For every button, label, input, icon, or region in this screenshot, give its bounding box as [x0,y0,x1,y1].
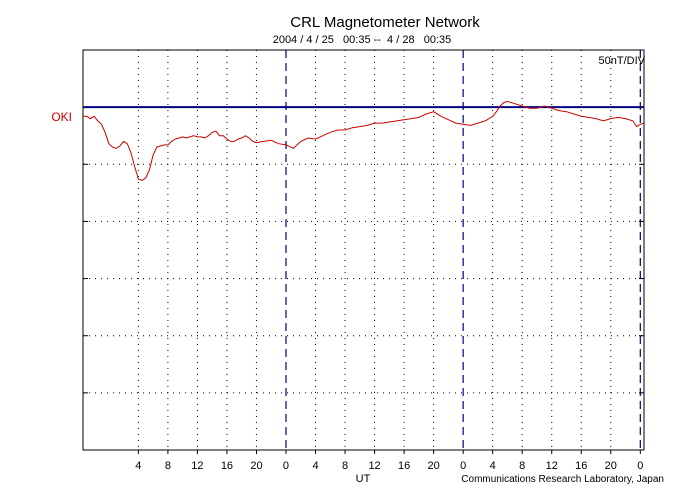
series-line-0 [83,100,645,181]
chart-subtitle: 2004 / 4 / 25 00:35 -- 4 / 28 00:35 [273,34,452,46]
x-tick-label: 16 [221,460,233,472]
x-tick-label: 8 [342,460,348,472]
x-axis-label: UT [356,473,371,485]
x-tick-label: 8 [519,460,525,472]
x-tick-labels: 4 8 12 16 20 0 4 8 12 16 20 0 4 8 12 16 20 0 [135,450,643,472]
x-tick-label: 16 [575,460,587,472]
credit-text: Communications Research Laboratory, Japa… [461,474,664,485]
x-tick-label: 4 [135,460,141,472]
plot-frame-border [82,49,645,451]
x-tick-label: 12 [546,460,558,472]
series-group [83,100,645,181]
x-tick-label: 4 [312,460,318,472]
grid [83,50,644,450]
x-tick-label: 0 [283,460,289,472]
x-tick-label: 4 [490,460,496,472]
x-tick-label: 12 [191,460,203,472]
x-tick-label: 0 [637,460,643,472]
series-label-oki: OKI [51,110,72,124]
x-tick-label: 0 [460,460,466,472]
x-tick-label: 20 [428,460,440,472]
x-tick-label: 8 [165,460,171,472]
x-tick-label: 20 [605,460,617,472]
plot-frame [82,49,645,451]
chart-title: CRL Magnetometer Network [290,14,480,31]
x-tick-label: 20 [250,460,262,472]
scale-label: 50nT/DIV [599,55,646,67]
x-tick-label: 16 [398,460,410,472]
x-tick-label: 12 [368,460,380,472]
